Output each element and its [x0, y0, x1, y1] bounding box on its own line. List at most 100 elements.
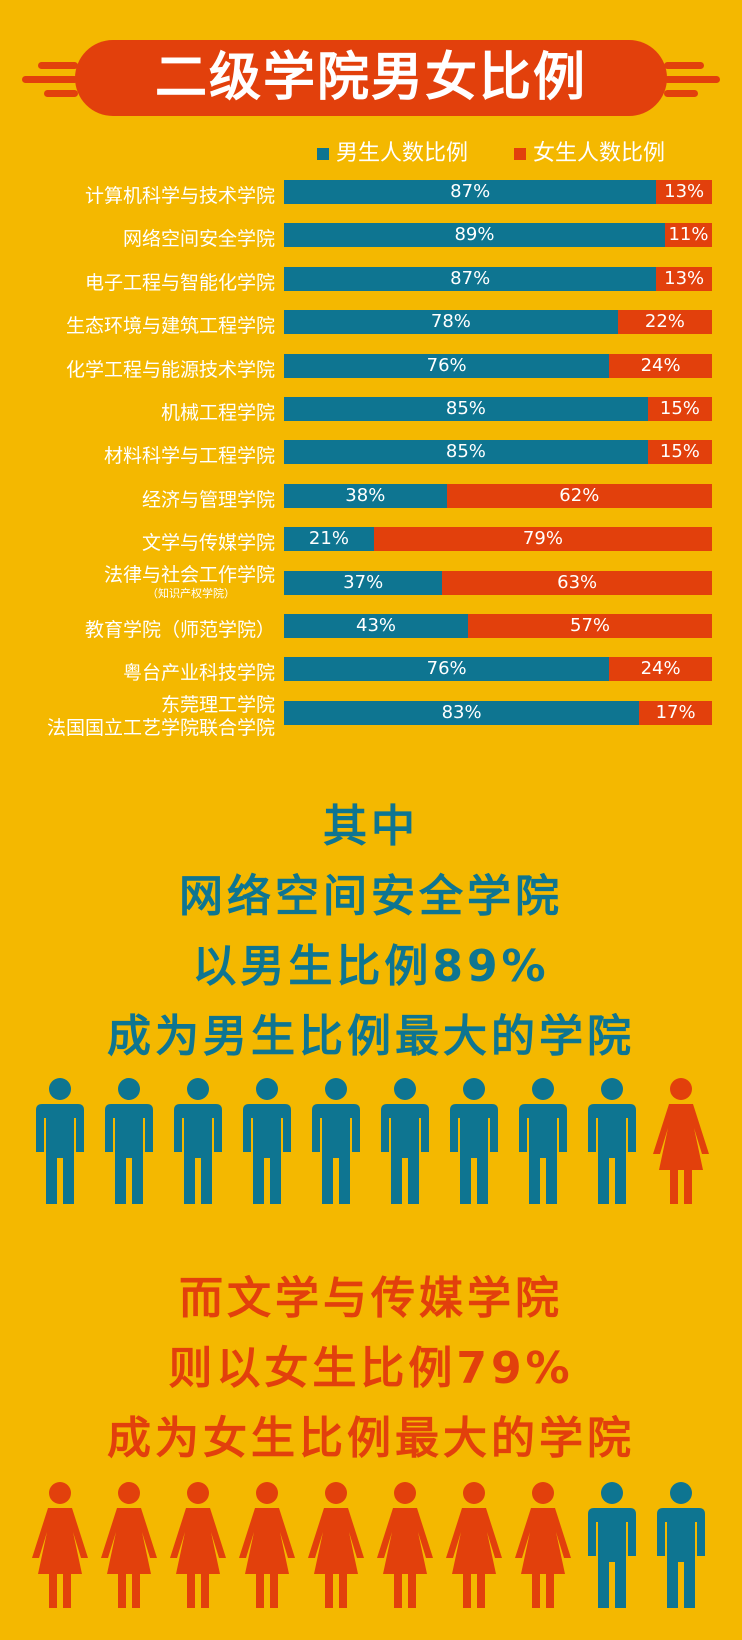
category-sublabel: 法国国立工艺学院联合学院 [46, 717, 275, 739]
male-figure-icon [174, 1078, 222, 1204]
category-label: 文学与传媒学院 [141, 532, 275, 554]
data-label-male: 21% [308, 528, 349, 549]
male-highlight-line-2: 网络空间安全学院 [179, 871, 563, 922]
data-label-male: 83% [441, 702, 482, 723]
data-label-female: 24% [640, 658, 681, 679]
data-label-male: 87% [450, 181, 491, 202]
bar-segment-male [284, 440, 648, 464]
deco-stripe-right-3 [664, 90, 698, 97]
bar-segment-male [284, 267, 657, 291]
bar-segment-male [284, 223, 665, 247]
data-label-female: 15% [659, 398, 700, 419]
bar-segment-female [656, 180, 712, 204]
bar-segment-female [373, 527, 712, 551]
deco-stripe-left-1 [38, 62, 78, 69]
data-label-female: 24% [640, 355, 681, 376]
bar-segment-male [284, 354, 610, 378]
category-label: 东莞理工学院 [160, 694, 275, 716]
category-label: 网络空间安全学院 [122, 228, 275, 250]
male-figure-icon [588, 1482, 636, 1608]
male-ratio-icon-row [0, 1078, 742, 1208]
bar-segment-female [647, 440, 712, 464]
female-figure-icon [101, 1482, 157, 1608]
female-highlight-line-1: 而文学与传媒学院 [179, 1273, 563, 1324]
bar-segment-male [284, 310, 618, 334]
bar-segment-male [284, 701, 640, 725]
deco-stripe-right-1 [664, 62, 704, 69]
title-banner [75, 40, 667, 116]
bar-segment-male [284, 180, 657, 204]
male-figure-icon [450, 1078, 498, 1204]
female-ratio-icon-row [0, 1482, 742, 1612]
male-figure-icon [519, 1078, 567, 1204]
male-highlight-line-1: 其中 [323, 801, 419, 852]
data-label-female: 15% [659, 441, 700, 462]
category-label: 生态环境与建筑工程学院 [65, 315, 275, 337]
page-title: 二级学院男女比例 [154, 48, 587, 108]
female-figure-icon [239, 1482, 295, 1608]
male-figure-icon [657, 1482, 705, 1608]
data-label-male: 76% [426, 355, 467, 376]
data-label-female: 13% [664, 268, 705, 289]
data-label-male: 76% [426, 658, 467, 679]
female-figure-icon [515, 1482, 571, 1608]
bar-segment-female [468, 614, 712, 638]
data-label-male: 85% [445, 398, 486, 419]
data-label-female: 17% [655, 702, 696, 723]
female-figure-icon [170, 1482, 226, 1608]
bar-segment-male [284, 484, 447, 508]
data-label-male: 43% [356, 615, 397, 636]
data-label-female: 22% [644, 311, 685, 332]
legend-label-male: 男生人数比例 [336, 141, 469, 166]
female-figure-icon [446, 1482, 502, 1608]
bar-segment-male [284, 571, 443, 595]
category-label: 材料科学与工程学院 [103, 445, 275, 467]
bar-segment-male [284, 527, 374, 551]
bar-segment-female [656, 267, 712, 291]
data-label-male: 89% [454, 224, 495, 245]
category-label: 化学工程与能源技术学院 [65, 359, 275, 381]
female-figure-icon [32, 1482, 88, 1608]
category-sublabel: （知识产权学院） [147, 587, 235, 600]
data-label-male: 78% [430, 311, 471, 332]
female-highlight-line-2: 则以女生比例79% [168, 1343, 574, 1394]
bar-segment-female [639, 701, 712, 725]
female-figure-icon [377, 1482, 433, 1608]
category-label: 计算机科学与技术学院 [84, 185, 275, 207]
bar-segment-female [647, 397, 712, 421]
deco-stripe-right-2 [664, 76, 720, 83]
bar-segment-female [609, 657, 712, 681]
bar-segment-male [284, 397, 648, 421]
bar-segment-female [617, 310, 712, 334]
male-figure-icon [243, 1078, 291, 1204]
data-label-female: 79% [522, 528, 563, 549]
bar-segment-female [609, 354, 712, 378]
male-figure-icon [381, 1078, 429, 1204]
deco-stripe-left-3 [44, 90, 78, 97]
male-figure-icon [312, 1078, 360, 1204]
male-figure-icon [36, 1078, 84, 1204]
data-label-female: 62% [559, 485, 600, 506]
category-label: 机械工程学院 [160, 402, 275, 424]
bar-segment-female [442, 571, 712, 595]
male-figure-icon [105, 1078, 153, 1204]
data-label-female: 57% [570, 615, 611, 636]
legend-swatch-male [317, 148, 329, 160]
category-label: 法律与社会工作学院 [103, 564, 275, 586]
data-label-male: 37% [343, 572, 384, 593]
data-label-male: 38% [345, 485, 386, 506]
male-highlight-line-3: 以男生比例89% [192, 941, 550, 992]
bar-segment-male [284, 657, 610, 681]
male-figure-icon [588, 1078, 636, 1204]
category-label: 经济与管理学院 [141, 489, 275, 511]
female-highlight-line-3: 成为女生比例最大的学院 [107, 1413, 635, 1464]
category-label: 教育学院（师范学院） [84, 619, 275, 641]
stacked-bar-chart: 计算机科学与技术学院 87% 13% 网络空间安全学院 89% 11% 电子工程与智能化学院… [0, 0, 742, 740]
category-label: 粤台产业科技学院 [122, 662, 275, 684]
data-label-male: 85% [445, 441, 486, 462]
bar-segment-male [284, 614, 469, 638]
female-figure-icon [308, 1482, 364, 1608]
bar-segment-female [446, 484, 712, 508]
data-label-female: 13% [664, 181, 705, 202]
data-label-male: 87% [450, 268, 491, 289]
